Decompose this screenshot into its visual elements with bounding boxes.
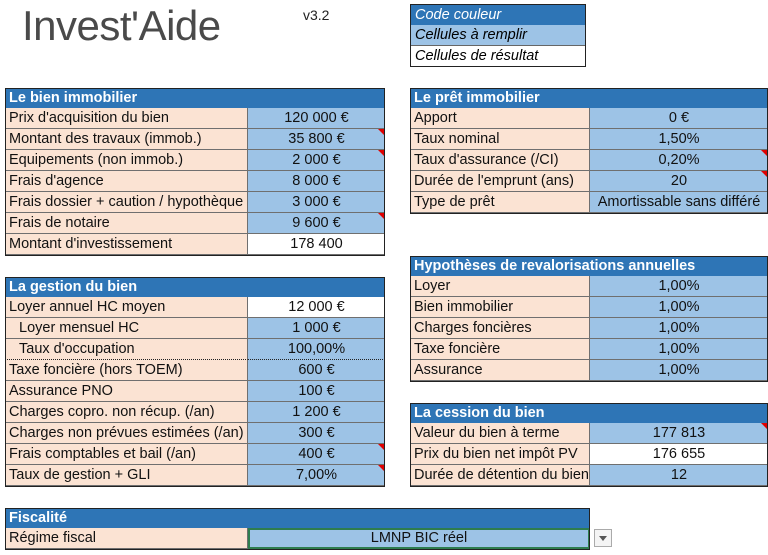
row-label: Prix d'acquisition du bien <box>5 108 248 129</box>
row-label: Frais dossier + caution / hypothèque <box>5 192 248 213</box>
row-value: 1 200 € <box>248 402 385 423</box>
comment-indicator <box>761 150 768 157</box>
row-value: 8 000 € <box>248 171 385 192</box>
row-value: 7,00% <box>248 465 385 486</box>
row-label: Taux de gestion + GLI <box>5 465 248 486</box>
row-value: 100,00% <box>248 339 385 360</box>
row-label: Frais d'agence <box>5 171 248 192</box>
section-header: La gestion du bien <box>5 277 385 297</box>
version: v3.2 <box>303 7 330 23</box>
row-value: 100 € <box>248 381 385 402</box>
row-value: 35 800 € <box>248 129 385 150</box>
comment-indicator <box>378 129 385 136</box>
row-value: 1,00% <box>590 339 768 360</box>
logo: Invest'Aide <box>22 2 221 49</box>
row-value: 1,00% <box>590 360 768 381</box>
row-label: Frais de notaire <box>5 213 248 234</box>
row-value: 9 600 € <box>248 213 385 234</box>
row-value: 12 000 € <box>248 297 385 318</box>
row-label: Montant des travaux (immob.) <box>5 129 248 150</box>
section-header: Fiscalité <box>5 508 590 528</box>
legend-item: Cellules à remplir <box>411 25 585 46</box>
row-label: Taux d'occupation <box>5 339 248 360</box>
row-label: Durée de détention du bien <box>410 465 590 486</box>
row-label: Charges copro. non récup. (/an) <box>5 402 248 423</box>
row-value: 20 <box>590 171 768 192</box>
row-value: 400 € <box>248 444 385 465</box>
comment-indicator <box>378 465 385 472</box>
row-value: 0,20% <box>590 150 768 171</box>
row-label: Taxe foncière (hors TOEM) <box>5 360 248 381</box>
row-label: Durée de l'emprunt (ans) <box>410 171 590 192</box>
section-header: Le bien immobilier <box>5 88 385 108</box>
row-value: 12 <box>590 465 768 486</box>
row-value: 300 € <box>248 423 385 444</box>
row-label: Loyer mensuel HC <box>5 318 248 339</box>
section-header: Le prêt immobilier <box>410 88 768 108</box>
row-label: Loyer <box>410 276 590 297</box>
row-value: 0 € <box>590 108 768 129</box>
row-label: Assurance <box>410 360 590 381</box>
row-label: Frais comptables et bail (/an) <box>5 444 248 465</box>
row-label: Régime fiscal <box>5 528 248 549</box>
row-label: Loyer annuel HC moyen <box>5 297 248 318</box>
comment-indicator <box>378 150 385 157</box>
row-label: Taux d'assurance (/CI) <box>410 150 590 171</box>
row-value: Amortissable sans différé <box>590 192 768 213</box>
row-label: Valeur du bien à terme <box>410 423 590 444</box>
row-label: Assurance PNO <box>5 381 248 402</box>
section-header: Hypothèses de revalorisations annuelles <box>410 256 768 276</box>
comment-indicator <box>761 171 768 178</box>
row-label: Type de prêt <box>410 192 590 213</box>
row-label: Taxe foncière <box>410 339 590 360</box>
dropdown-button[interactable] <box>594 529 612 547</box>
row-value: 178 400 <box>248 234 385 255</box>
row-value: 1,00% <box>590 318 768 339</box>
dropdown-arrow <box>599 536 607 541</box>
row-value: 600 € <box>248 360 385 381</box>
row-value: 3 000 € <box>248 192 385 213</box>
row-label: Equipements (non immob.) <box>5 150 248 171</box>
legend-title: Code couleur <box>411 5 585 25</box>
row-label: Apport <box>410 108 590 129</box>
row-label: Montant d'investissement <box>5 234 248 255</box>
row-label: Prix du bien net impôt PV <box>410 444 590 465</box>
comment-indicator <box>378 444 385 451</box>
comment-indicator <box>378 213 385 220</box>
row-value: 177 813 <box>590 423 768 444</box>
legend: Code couleur Cellules à remplir Cellules… <box>410 4 586 67</box>
row-value: 1,50% <box>590 129 768 150</box>
row-value: 2 000 € <box>248 150 385 171</box>
row-value: 1,00% <box>590 276 768 297</box>
row-value: 1,00% <box>590 297 768 318</box>
legend-item: Cellules de résultat <box>411 46 585 66</box>
section-header: La cession du bien <box>410 403 768 423</box>
row-value: 1 000 € <box>248 318 385 339</box>
row-label: Charges non prévues estimées (/an) <box>5 423 248 444</box>
row-label: Taux nominal <box>410 129 590 150</box>
row-value[interactable]: LMNP BIC réel <box>248 528 590 549</box>
row-label: Charges foncières <box>410 318 590 339</box>
comment-indicator <box>761 423 768 430</box>
row-label: Bien immobilier <box>410 297 590 318</box>
row-value: 120 000 € <box>248 108 385 129</box>
row-value: 176 655 <box>590 444 768 465</box>
